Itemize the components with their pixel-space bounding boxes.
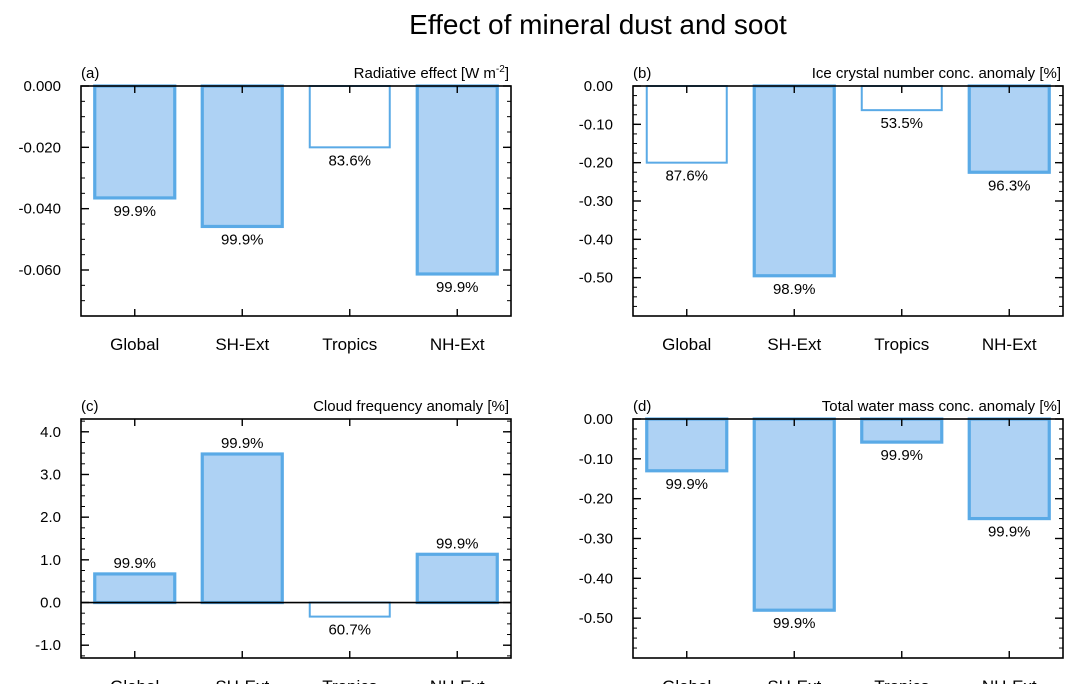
bar-global <box>93 572 177 605</box>
y-tick-label: -0.50 <box>579 610 613 627</box>
x-category-label: Global <box>662 335 711 354</box>
data-label: 99.9% <box>113 203 156 220</box>
y-tick-label: -1.0 <box>35 637 61 654</box>
y-tick-label: -0.060 <box>18 262 61 279</box>
data-label: 99.9% <box>436 535 479 552</box>
figure-title: Effect of mineral dust and soot <box>409 9 787 40</box>
panel-title: Radiative effect [W m-2] <box>354 64 509 82</box>
y-tick-label: -0.040 <box>18 201 61 218</box>
bar-sh-ext <box>200 452 284 605</box>
y-tick-label: -0.10 <box>579 116 613 133</box>
bar-nh-ext <box>415 84 499 276</box>
y-tick-label: -0.40 <box>579 231 613 248</box>
data-label: 83.6% <box>328 152 371 169</box>
y-tick-label: -0.50 <box>579 270 613 287</box>
x-category-label: Tropics <box>322 335 377 354</box>
y-tick-label: 4.0 <box>40 424 61 441</box>
x-category-label: NH-Ext <box>430 335 485 354</box>
data-label: 99.9% <box>436 279 479 296</box>
x-category-label: Global <box>662 677 711 684</box>
x-category-label: SH-Ext <box>767 335 821 354</box>
chart-panel-3: (c) Cloud frequency anomaly [%] 99.9% 99.9%… <box>35 398 512 684</box>
x-category-label: SH-Ext <box>215 677 269 684</box>
y-tick-label: -0.20 <box>579 155 613 172</box>
y-tick-label: -0.30 <box>579 193 613 210</box>
y-tick-label: -0.020 <box>18 139 61 156</box>
data-label: 99.9% <box>665 476 708 493</box>
panel-label: (c) <box>81 398 99 415</box>
panel-label: (d) <box>633 398 651 415</box>
bar-sh-ext <box>752 84 836 278</box>
bar-tropics <box>308 85 391 149</box>
data-label: 99.9% <box>880 447 923 464</box>
panels: (a) Radiative effect [W m-2] 99.9% 99.9% 83.… <box>18 64 1064 684</box>
x-category-label: SH-Ext <box>215 335 269 354</box>
bar-nh-ext <box>967 417 1051 521</box>
x-category-label: NH-Ext <box>982 677 1037 684</box>
data-label: 53.5% <box>880 115 923 132</box>
y-tick-label: 0.000 <box>23 78 61 95</box>
y-tick-label: 0.0 <box>40 595 61 612</box>
x-category-label: Global <box>110 677 159 684</box>
y-tick-label: -0.20 <box>579 491 613 508</box>
bar-sh-ext <box>200 84 284 229</box>
bar-global <box>93 84 177 200</box>
y-tick-label: -0.30 <box>579 531 613 548</box>
data-label: 99.9% <box>221 435 264 452</box>
data-label: 99.9% <box>113 555 156 572</box>
x-category-label: Tropics <box>874 335 929 354</box>
bar-nh-ext <box>415 552 499 605</box>
panel-title: Cloud frequency anomaly [%] <box>313 398 509 415</box>
x-category-label: Global <box>110 335 159 354</box>
data-label: 99.9% <box>773 615 816 632</box>
bar-global <box>645 85 728 164</box>
panel-title: Ice crystal number conc. anomaly [%] <box>812 65 1061 82</box>
y-tick-label: -0.10 <box>579 451 613 468</box>
x-category-label: NH-Ext <box>982 335 1037 354</box>
bar-global <box>645 417 729 473</box>
data-label: 87.6% <box>665 168 708 185</box>
chart-panel-1: (a) Radiative effect [W m-2] 99.9% 99.9% 83.… <box>18 64 512 354</box>
y-tick-label: 0.00 <box>584 78 613 95</box>
data-label: 98.9% <box>773 281 816 298</box>
y-tick-label: 1.0 <box>40 552 61 569</box>
data-label: 60.7% <box>328 622 371 639</box>
y-tick-label: -0.40 <box>579 570 613 587</box>
panel-title: Total water mass conc. anomaly [%] <box>822 398 1061 415</box>
y-tick-label: 2.0 <box>40 509 61 526</box>
chart-panel-2: (b) Ice crystal number conc. anomaly [%] 8… <box>579 65 1064 354</box>
y-tick-label: 0.00 <box>584 411 613 428</box>
bar-sh-ext <box>752 417 836 612</box>
plot-frame <box>80 85 512 317</box>
x-category-label: Tropics <box>874 677 929 684</box>
bar-tropics <box>308 601 391 618</box>
x-category-label: Tropics <box>322 677 377 684</box>
x-category-label: NH-Ext <box>430 677 485 684</box>
panel-label: (b) <box>633 65 651 82</box>
y-tick-label: 3.0 <box>40 466 61 483</box>
data-label: 96.3% <box>988 177 1031 194</box>
data-label: 99.9% <box>988 524 1031 541</box>
chart-panel-4: (d) Total water mass conc. anomaly [%] 99.… <box>579 398 1064 684</box>
panel-label: (a) <box>81 65 99 82</box>
bar-nh-ext <box>967 84 1051 174</box>
data-label: 99.9% <box>221 231 264 248</box>
x-category-label: SH-Ext <box>767 677 821 684</box>
